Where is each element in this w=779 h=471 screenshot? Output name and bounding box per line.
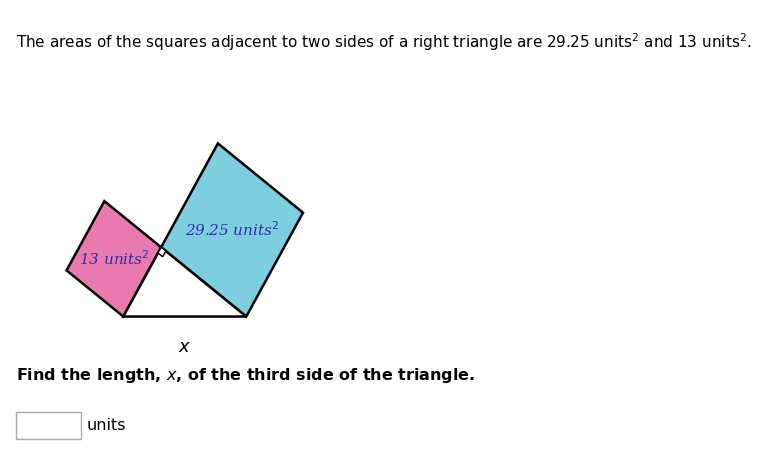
Text: Find the length, $x$, of the third side of the triangle.: Find the length, $x$, of the third side …: [16, 365, 475, 385]
Polygon shape: [66, 201, 161, 317]
Text: 29.25 units$^2$: 29.25 units$^2$: [185, 220, 279, 239]
Text: The areas of the squares adjacent to two sides of a right triangle are $29.25\ \: The areas of the squares adjacent to two…: [16, 32, 752, 53]
FancyBboxPatch shape: [16, 412, 81, 439]
Text: units: units: [87, 418, 126, 433]
Polygon shape: [158, 247, 166, 257]
Polygon shape: [123, 247, 246, 317]
Text: $x$: $x$: [178, 338, 192, 356]
Polygon shape: [161, 143, 303, 317]
Text: 13 units$^2$: 13 units$^2$: [79, 250, 149, 268]
